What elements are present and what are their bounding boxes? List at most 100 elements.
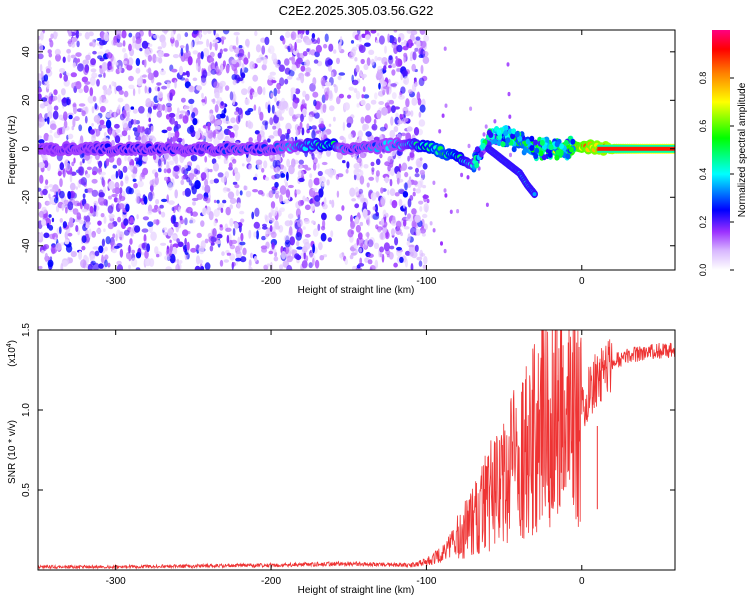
noise-cell — [238, 55, 243, 61]
noise-cell — [217, 202, 225, 209]
noise-cell — [404, 171, 409, 178]
snr-scale-close: ) — [7, 340, 18, 343]
noise-cell — [389, 188, 396, 197]
noise-cell — [158, 167, 162, 173]
noise-cell — [407, 89, 413, 94]
noise-cell — [356, 103, 360, 108]
noise-cell — [237, 202, 241, 209]
noise-cell — [286, 158, 290, 168]
noise-cell — [278, 64, 285, 72]
noise-cell — [59, 178, 63, 188]
noise-cell — [91, 189, 99, 197]
noise-cell — [305, 255, 309, 262]
noise-cell — [303, 164, 309, 169]
noise-cell — [191, 211, 198, 217]
noise-cell — [83, 203, 90, 211]
noise-cell — [61, 97, 68, 107]
noise-cell — [352, 265, 357, 270]
noise-cell — [397, 58, 403, 67]
noise-cell — [444, 193, 448, 198]
ridge-cell — [559, 143, 564, 150]
noise-cell — [260, 245, 268, 250]
noise-cell — [229, 197, 237, 204]
noise-cell — [329, 90, 333, 100]
noise-cell — [176, 107, 180, 115]
noise-cell — [407, 166, 413, 170]
noise-cell — [195, 62, 199, 71]
noise-cell — [402, 107, 409, 111]
noise-cell — [105, 112, 112, 118]
noise-cell — [309, 173, 313, 179]
noise-cell — [166, 161, 170, 170]
noise-cell — [408, 246, 414, 253]
noise-cell — [174, 155, 179, 165]
noise-cell — [406, 179, 412, 189]
noise-cell — [117, 216, 122, 223]
ridge-cell — [514, 131, 520, 138]
snr-y-ticks: 0.5 1.0 1.5 — [21, 323, 675, 497]
noise-cell — [182, 138, 185, 147]
noise-cell — [414, 81, 419, 87]
noise-cell — [416, 256, 423, 261]
noise-cell — [256, 230, 259, 240]
noise-cell — [359, 175, 365, 185]
noise-cell — [137, 135, 141, 142]
noise-cell — [239, 241, 246, 246]
noise-cell — [100, 124, 107, 129]
noise-cell — [86, 187, 94, 193]
noise-cell — [47, 60, 52, 67]
noise-cell — [55, 242, 62, 251]
noise-cell — [401, 162, 408, 171]
noise-cell — [135, 252, 142, 259]
noise-cell — [314, 112, 320, 119]
noise-cell — [380, 197, 386, 207]
noise-cell — [53, 89, 58, 96]
noise-cell — [324, 169, 331, 175]
noise-cell — [176, 258, 180, 265]
noise-cell — [374, 55, 378, 62]
noise-cell — [386, 86, 390, 95]
noise-cell — [279, 185, 287, 195]
noise-cell — [308, 262, 313, 269]
snr-panel: -300 -200 -100 0 0.5 1.0 1.5 Height of straig… — [6, 323, 676, 596]
noise-cell — [180, 179, 185, 186]
noise-cell — [240, 67, 243, 78]
noise-cell — [381, 106, 388, 116]
noise-cell — [57, 94, 61, 103]
noise-cell — [360, 116, 365, 124]
noise-cell — [300, 113, 304, 123]
noise-cell — [243, 57, 249, 65]
noise-cell — [118, 65, 122, 73]
noise-cell — [145, 133, 149, 141]
noise-cell — [59, 190, 65, 199]
noise-cell — [422, 264, 426, 269]
noise-cell — [398, 188, 405, 194]
noise-cell — [404, 206, 407, 216]
noise-cell — [232, 97, 236, 106]
noise-cell — [417, 160, 422, 168]
noise-cell — [295, 208, 301, 218]
noise-cell — [368, 49, 375, 55]
noise-cell — [170, 36, 175, 44]
noise-cell — [407, 155, 410, 162]
noise-cell — [241, 88, 248, 96]
ridge-cell — [505, 137, 511, 144]
y-tick-label: 20 — [21, 94, 32, 106]
noise-cell — [46, 222, 50, 229]
noise-cell — [306, 123, 310, 130]
noise-cell — [132, 88, 136, 97]
noise-cell — [273, 221, 280, 229]
snr-x-label: Height of straight line (km) — [298, 585, 415, 596]
noise-cell — [353, 163, 360, 170]
noise-cell — [170, 30, 175, 40]
noise-cell — [155, 56, 160, 62]
noise-cell — [92, 246, 99, 250]
noise-cell — [177, 206, 181, 213]
noise-cell — [38, 117, 45, 127]
noise-cell — [40, 97, 48, 102]
noise-cell — [508, 114, 512, 119]
noise-cell — [400, 86, 406, 94]
noise-cell — [344, 258, 348, 265]
noise-cell — [261, 235, 266, 241]
ridge-cell — [569, 146, 574, 153]
